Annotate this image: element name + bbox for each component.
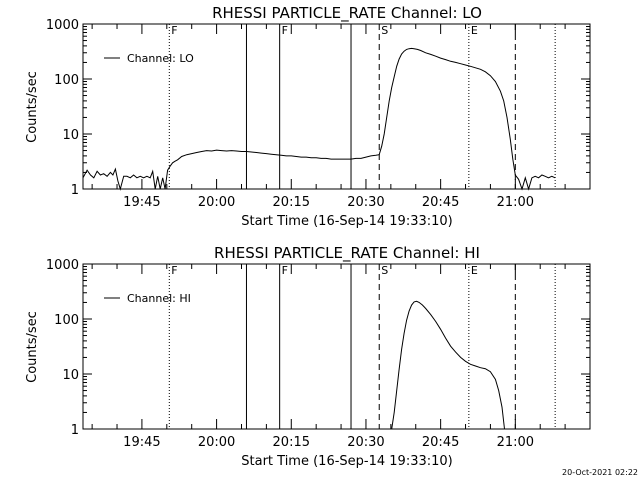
- x-tick-label: 20:15: [273, 435, 310, 450]
- plot-frame-hi: [82, 263, 591, 430]
- series-hi: [391, 300, 505, 430]
- y-tick-label: 1000: [46, 18, 79, 33]
- x-axis-label-hi: Start Time (16-Sep-14 19:33:10): [241, 454, 452, 469]
- y-tick-label: 10: [62, 128, 79, 143]
- event-marker-label: F: [171, 264, 177, 277]
- x-tick-label: 20:45: [422, 195, 459, 210]
- x-tick-label: 20:30: [347, 435, 384, 450]
- panel-hi: RHESSI PARTICLE_RATE Channel: HI Counts/…: [25, 244, 591, 469]
- panel-lo: RHESSI PARTICLE_RATE Channel: LO Counts/…: [25, 4, 591, 229]
- x-tick-label: 19:45: [123, 195, 160, 210]
- series-line-lo: [82, 47, 556, 191]
- event-marker-label: S: [381, 24, 388, 37]
- x-tick-label: 20:45: [422, 435, 459, 450]
- event-marker-label: F: [282, 264, 288, 277]
- legend-label-lo: Channel: LO: [127, 52, 194, 65]
- y-tick-label: 1: [71, 183, 79, 198]
- x-tick-label: 20:30: [347, 195, 384, 210]
- chart-title-hi: RHESSI PARTICLE_RATE Channel: HI: [214, 244, 480, 263]
- ticks-lo: 1 10 100 1000 19:45 20:00 20:15 20:30 20:45 21:00: [46, 18, 591, 210]
- event-marker-label: E: [471, 24, 478, 37]
- event-marker-label: F: [171, 24, 177, 37]
- x-tick-label: 20:15: [273, 195, 310, 210]
- y-tick-label: 100: [54, 313, 79, 328]
- x-tick-label: 19:45: [123, 435, 160, 450]
- ticks-hi: 1 10 100 1000 19:45 20:00 20:15 20:30 20:45 21:00: [46, 258, 591, 450]
- chart-title-lo: RHESSI PARTICLE_RATE Channel: LO: [212, 4, 482, 23]
- x-tick-label: 20:00: [198, 435, 235, 450]
- footer-timestamp: 20-Oct-2021 02:22: [562, 468, 638, 477]
- y-tick-label: 100: [54, 73, 79, 88]
- x-tick-label: 21:00: [497, 435, 534, 450]
- event-marker-label: S: [381, 264, 388, 277]
- plot-frame-lo: [82, 23, 591, 190]
- y-axis-label-lo: Counts/sec: [25, 71, 40, 143]
- legend-label-hi: Channel: HI: [127, 292, 191, 305]
- y-tick-label: 10: [62, 368, 79, 383]
- x-axis-label-lo: Start Time (16-Sep-14 19:33:10): [241, 214, 452, 229]
- x-tick-label: 21:00: [497, 195, 534, 210]
- y-tick-label: 1000: [46, 258, 79, 273]
- y-axis-label-hi: Counts/sec: [25, 311, 40, 383]
- x-tick-label: 20:00: [198, 195, 235, 210]
- series-line-hi: [391, 300, 505, 430]
- event-marker-label: F: [282, 24, 288, 37]
- series-lo: [82, 47, 556, 191]
- event-marker-label: E: [471, 264, 478, 277]
- y-tick-label: 1: [71, 423, 79, 438]
